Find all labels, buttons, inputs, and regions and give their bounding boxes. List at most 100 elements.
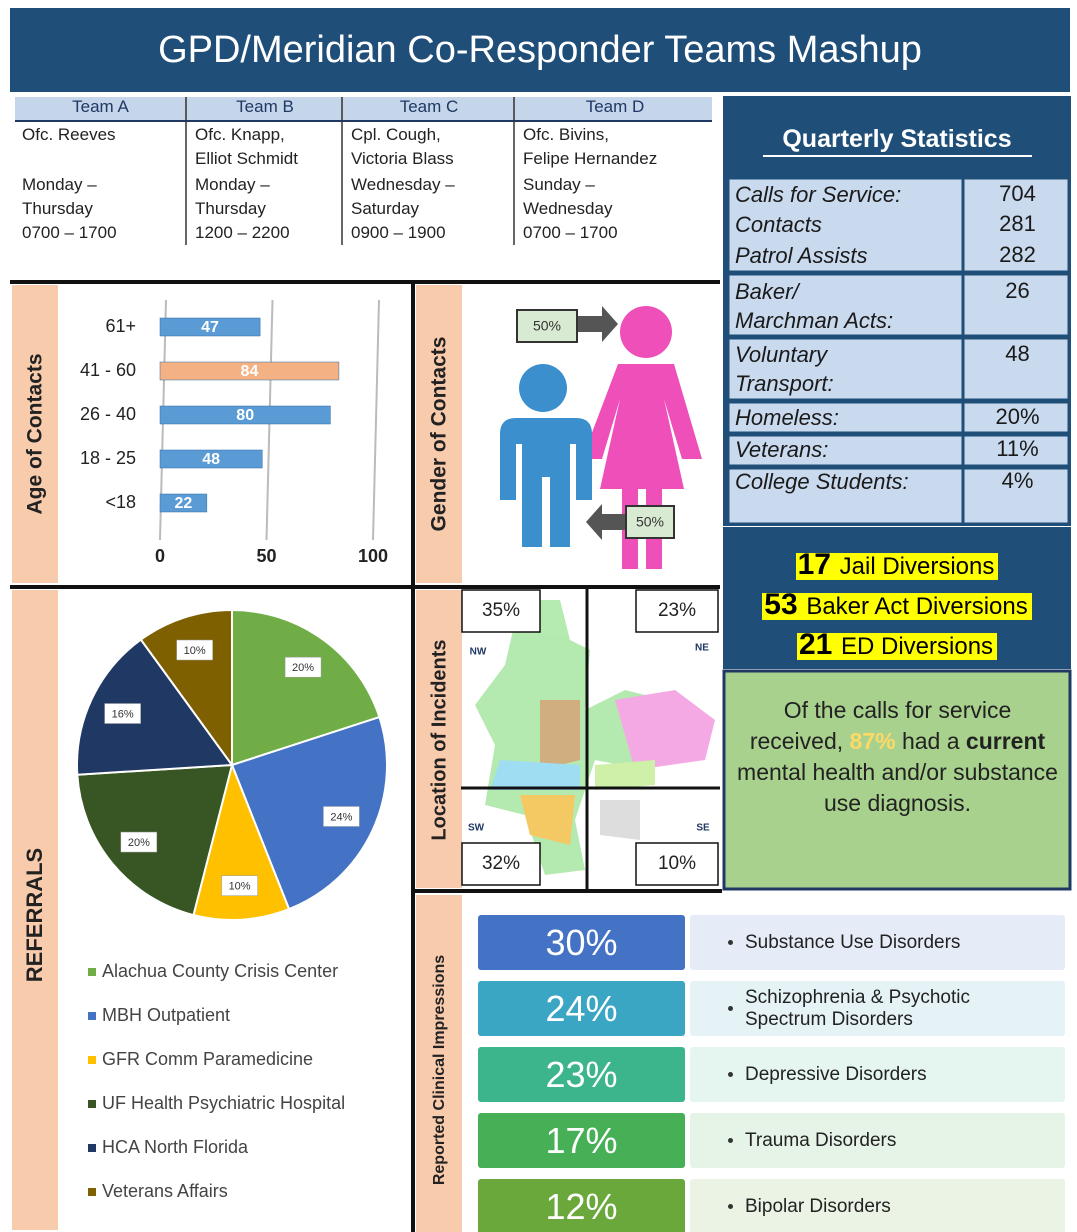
legend-label: Veterans Affairs — [102, 1181, 228, 1201]
y-tick-label: 41 - 60 — [80, 360, 136, 380]
team-days: Sunday – — [523, 175, 595, 194]
female-figure — [582, 306, 702, 569]
clinical-share: 12% — [478, 1179, 685, 1232]
clinical-item: Trauma Disorders — [690, 1113, 1065, 1168]
y-tick-label: 61+ — [105, 316, 136, 336]
x-tick-label: 50 — [256, 546, 276, 566]
region-name: NE — [695, 643, 709, 654]
team-days: Wednesday – — [351, 175, 455, 194]
section-title: REFERRALS — [22, 848, 47, 982]
team-name: Team D — [585, 97, 645, 116]
label-box — [221, 875, 258, 896]
grid-line — [372, 299, 380, 541]
region-name: SW — [468, 823, 485, 834]
section-title: Gender of Contacts — [428, 337, 451, 532]
team-name: Team C — [399, 97, 459, 116]
arrows — [578, 306, 626, 540]
map — [475, 600, 715, 875]
note-text: Of the calls for service received, — [749, 697, 1012, 754]
team-days: Thursday — [195, 199, 266, 218]
label-box — [120, 831, 158, 853]
clinical-share: 17% — [478, 1113, 685, 1168]
stat-label: Marchman Acts: — [735, 308, 894, 333]
clinical-item: Schizophrenia & Psychotic Spectrum Disor… — [690, 981, 1065, 1036]
bar-label: 47 — [201, 319, 219, 336]
section-borders — [10, 280, 722, 1232]
diversion-label: Jail Diversions — [837, 553, 997, 580]
bar-label: 80 — [236, 407, 254, 424]
label-box — [625, 505, 675, 539]
slice-label: 10% — [184, 645, 206, 657]
team-member: Felipe Hernandez — [523, 149, 658, 168]
quadrant-lines — [461, 589, 720, 889]
legend-label: MBH Outpatient — [102, 1005, 230, 1025]
slice-label: 16% — [112, 708, 134, 720]
diversion-highlight: 17 Jail Diversions — [795, 548, 999, 581]
team-member: Cpl. Cough, — [351, 125, 441, 144]
team-days: Thursday — [22, 199, 93, 218]
stat-label: Contacts — [735, 212, 822, 237]
stat-label: Homeless: — [735, 405, 839, 430]
legend-swatch — [88, 1144, 96, 1152]
diversion: 21 ED Diversions — [722, 628, 1072, 662]
stats-cells — [726, 176, 1071, 526]
bullet — [728, 1072, 733, 1077]
legend-label: HCA North Florida — [102, 1137, 249, 1157]
stat-value: 282 — [999, 242, 1036, 267]
clinical-label: Schizophrenia & Psychotic Spectrum Disor… — [745, 986, 970, 1030]
gender-label: 50% — [533, 318, 561, 334]
diversion: 53 Baker Act Diversions — [722, 588, 1072, 622]
legend-label: UF Health Psychiatric Hospital — [102, 1093, 345, 1113]
label-box — [323, 806, 360, 827]
region-share: 10% — [658, 853, 696, 874]
clinical-share: 24% — [478, 981, 685, 1036]
slice-label: 24% — [330, 811, 352, 823]
stat-value: 26 — [1005, 278, 1030, 303]
legend-swatch — [88, 968, 96, 976]
team-header-band — [15, 97, 712, 121]
team-hours: 1200 – 2200 — [195, 223, 290, 242]
bullet — [728, 1138, 733, 1143]
team-member: Ofc. Reeves — [22, 125, 116, 144]
team-days: Monday – — [22, 175, 97, 194]
stat-value: 20% — [995, 404, 1040, 429]
label-box — [284, 656, 322, 678]
bar — [159, 449, 263, 469]
label-box — [104, 703, 141, 724]
clinical-label: Bipolar Disorders — [745, 1195, 891, 1217]
stat-value: 48 — [1005, 341, 1030, 366]
bar-label: 48 — [202, 451, 220, 468]
stat-value: 11% — [996, 436, 1039, 461]
legend-label: Alachua County Crisis Center — [102, 961, 338, 981]
team-days: Saturday — [351, 199, 420, 218]
bullet — [728, 940, 733, 945]
slice-label: 10% — [229, 881, 251, 893]
stat-label: Transport: — [735, 371, 834, 396]
slice-label: 20% — [128, 837, 150, 849]
x-tick-label: 0 — [155, 546, 165, 566]
legend-swatch — [88, 1012, 96, 1020]
y-tick-label: 26 - 40 — [80, 404, 136, 424]
region-share: 35% — [482, 600, 520, 621]
legend-swatch — [88, 1056, 96, 1064]
bar — [159, 361, 340, 381]
team-member: Ofc. Bivins, — [523, 125, 609, 144]
bar-label: 22 — [175, 495, 193, 512]
strip — [416, 895, 462, 1232]
x-tick-label: 100 — [358, 546, 388, 566]
team-member: Ofc. Knapp, — [195, 125, 285, 144]
team-days: Monday – — [195, 175, 270, 194]
stat-label: Calls for Service: — [735, 182, 902, 207]
bar — [159, 493, 208, 513]
team-name: Team A — [72, 97, 129, 116]
pie-slice — [76, 638, 234, 776]
strip — [12, 285, 58, 583]
stat-value: 281 — [999, 211, 1036, 236]
region-name: SE — [696, 823, 710, 834]
diversion-count: 53 — [764, 588, 798, 621]
bar — [159, 317, 261, 337]
team-dividers — [185, 97, 515, 245]
clinical-item: Depressive Disorders — [690, 1047, 1065, 1102]
bullet — [728, 1204, 733, 1209]
